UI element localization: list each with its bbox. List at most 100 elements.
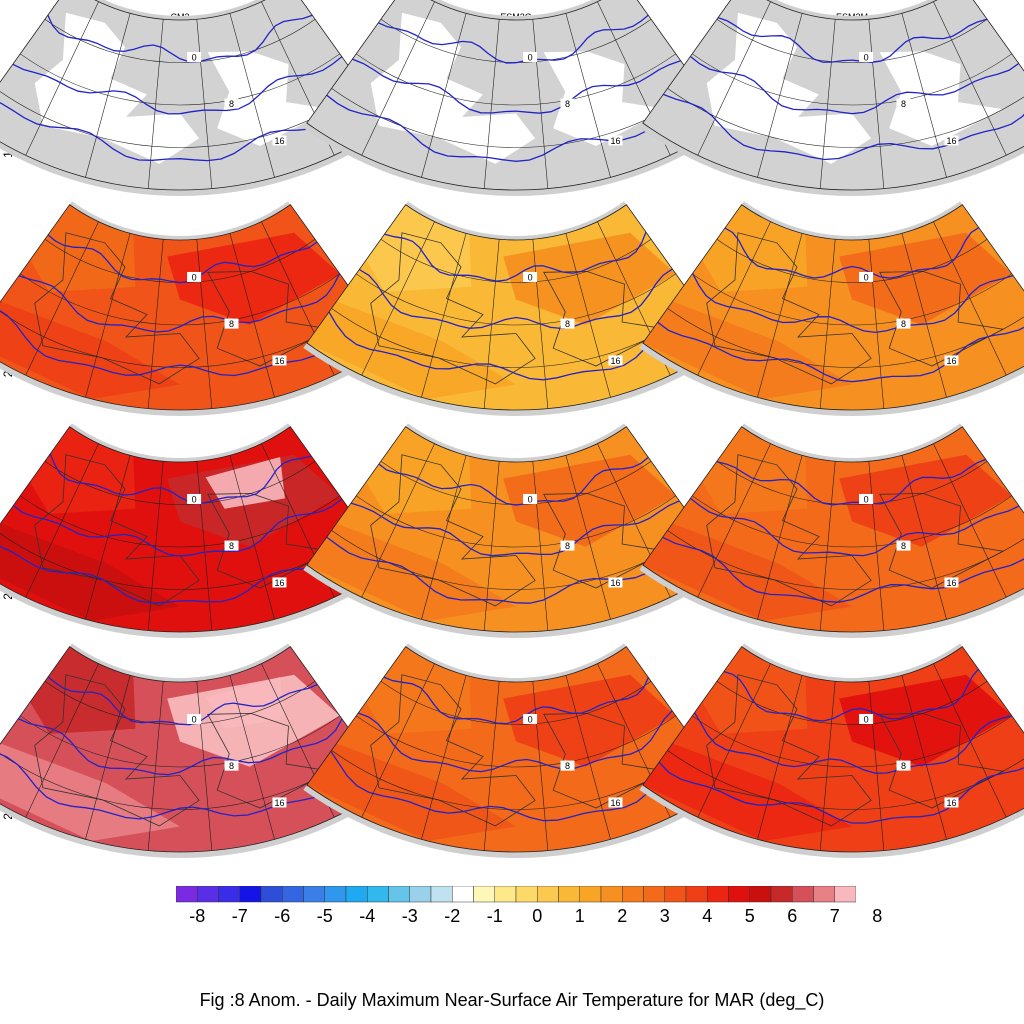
colorbar-tick-label: 4 [702, 906, 713, 926]
contour-label: 16 [946, 136, 956, 146]
contour-label-box [944, 577, 959, 588]
contour-label-box [272, 135, 287, 146]
contour-label: 8 [901, 319, 906, 329]
contour-label-box [187, 51, 202, 62]
latitude-line [356, 273, 676, 326]
contour-label-box [224, 318, 239, 329]
panel-outline [642, 204, 1024, 411]
map-panel: 0 8 16 [0, 201, 393, 416]
isotherm-contour [0, 307, 365, 377]
isotherm-contour [723, 668, 979, 722]
sea-region [706, 12, 872, 164]
contour-label: 0 [864, 272, 869, 282]
sea-region [370, 12, 536, 164]
colorbar-tick-label: 3 [659, 906, 670, 926]
colorbar-tick-label: 7 [829, 906, 840, 926]
latitude-line [356, 53, 676, 106]
contour-label-box [560, 98, 575, 109]
contour-label: 16 [610, 356, 620, 366]
longitude-line [483, 19, 500, 189]
colorbar-tick-label: -8 [189, 906, 206, 926]
colorbar-box [622, 886, 644, 903]
isotherm-contour [662, 91, 1024, 161]
longitude-line [229, 455, 275, 620]
anomaly-patch [839, 454, 1012, 547]
colorbar-box [685, 886, 708, 903]
isotherm-contour [18, 273, 341, 333]
contour-label: 16 [274, 136, 284, 146]
isotherm-contour [378, 456, 649, 506]
longitude-line [483, 461, 500, 631]
sea-region [34, 12, 200, 164]
map-panel: 0 8 16 [639, 0, 1024, 196]
contour-label: 0 [864, 494, 869, 504]
longitude-line [421, 233, 467, 398]
colorbar-box [813, 886, 835, 903]
isotherm-contour [17, 718, 343, 776]
contour-label-box [187, 493, 202, 504]
sea-region [879, 51, 1004, 146]
latitude-line [20, 715, 340, 768]
map-panel: 0 8 16 [0, 0, 393, 196]
coastline [370, 232, 536, 385]
contour-label-box [859, 493, 874, 504]
contour-label-box [224, 760, 239, 771]
contour-label: 16 [274, 356, 284, 366]
longitude-line [361, 443, 435, 598]
contour-label: 8 [565, 541, 570, 551]
isotherm-contour [47, 234, 318, 284]
longitude-line [361, 1, 435, 156]
longitude-line [933, 221, 1007, 376]
contour-label-box [944, 135, 959, 146]
map-panel: 0 8 16 [303, 423, 729, 638]
longitude-line [868, 681, 885, 851]
latitude-line [716, 18, 988, 63]
contour-label: 0 [864, 52, 869, 62]
latitude-line [380, 680, 652, 725]
map-panel: 0 8 16 [639, 201, 1024, 416]
longitude-line [147, 239, 164, 409]
contour-label: 0 [528, 272, 533, 282]
colorbar-box [834, 886, 856, 903]
contour-label-box [608, 797, 623, 808]
latitude-line [380, 238, 652, 283]
contour-label-box [224, 98, 239, 109]
isotherm-contour [692, 273, 1014, 334]
contour-label: 16 [610, 798, 620, 808]
contour-label: 8 [565, 761, 570, 771]
contour-label-box [896, 318, 911, 329]
colorbar-tick-label: -4 [359, 906, 376, 926]
longitude-line [868, 19, 885, 189]
contour-label-box [523, 493, 538, 504]
colorbar-box [770, 886, 793, 903]
colorbar-box [579, 886, 602, 903]
anomaly-patch [205, 457, 285, 509]
contour-label-box [608, 135, 623, 146]
contour-label-box [272, 577, 287, 588]
contour-label: 8 [229, 319, 234, 329]
contour-label-box [896, 760, 911, 771]
longitude-line [532, 19, 549, 189]
colorbar-box [664, 886, 687, 903]
coastline [34, 232, 200, 385]
colorbar-box [643, 886, 665, 903]
longitude-line [421, 675, 467, 840]
isotherm-contour [658, 757, 1024, 824]
isotherm-contour [690, 497, 1020, 557]
contour-label: 8 [565, 319, 570, 329]
panel-outline [642, 0, 1024, 191]
longitude-line [819, 239, 836, 409]
colorbar-tick-label: 5 [744, 906, 755, 926]
colorbar-tick-label: -5 [316, 906, 333, 926]
longitude-line [819, 461, 836, 631]
contour-label: 8 [229, 99, 234, 109]
longitude-line [483, 681, 500, 851]
longitude-line [196, 239, 213, 409]
contour-label-box [608, 355, 623, 366]
isotherm-contour [357, 710, 673, 773]
anomaly-patch [503, 232, 676, 325]
contour-label: 8 [229, 761, 234, 771]
colorbar-box [473, 886, 495, 903]
longitude-line [565, 13, 611, 178]
isotherm-contour [350, 500, 680, 557]
